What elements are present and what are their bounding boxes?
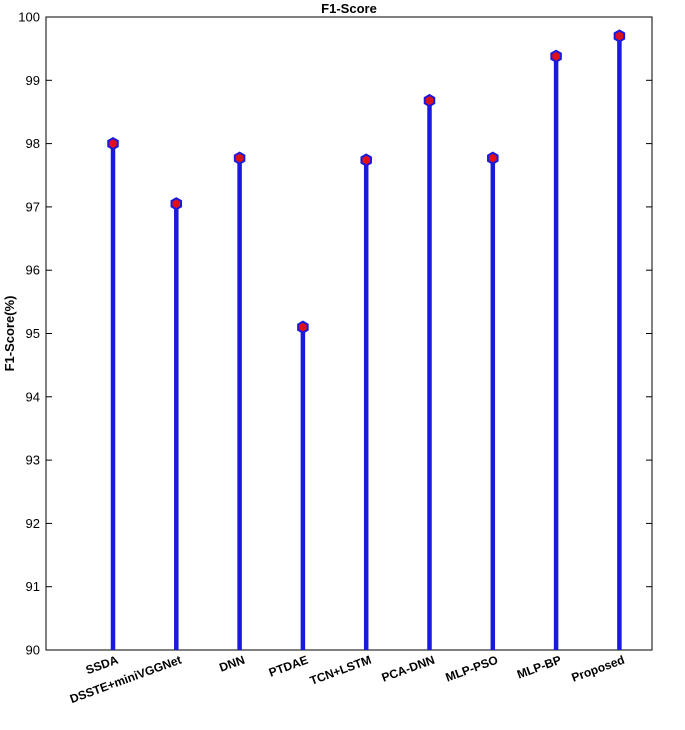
x-tick-label: MLP-PSO	[444, 653, 500, 685]
y-tick-label: 90	[26, 643, 40, 658]
y-tick-label: 92	[26, 516, 40, 531]
y-tick-label: 98	[26, 136, 40, 151]
y-tick-label: 100	[18, 10, 40, 25]
y-tick-label: 93	[26, 453, 40, 468]
x-tick-label: TCN+LSTM	[308, 653, 373, 688]
stem-marker	[550, 49, 562, 63]
x-tick-label: SSDA	[84, 653, 120, 678]
stem-marker	[297, 320, 309, 334]
stems	[107, 29, 626, 650]
y-tick-label: 94	[26, 389, 40, 404]
x-tick-label: PCA-DNN	[380, 653, 437, 685]
stem-marker	[107, 136, 119, 151]
y-axis-title: F1-Score(%)	[2, 296, 17, 372]
x-tick-label: Proposed	[570, 653, 627, 685]
x-tick-label: DSSTE+miniVGGNet	[68, 653, 183, 706]
y-tick-label: 91	[26, 579, 40, 594]
stem-marker	[360, 153, 372, 167]
y-tick-label: 97	[26, 199, 40, 214]
x-tick-label: DNN	[217, 653, 246, 675]
chart-title: F1-Score	[321, 1, 377, 16]
stem-marker	[613, 29, 626, 43]
x-tick-label: PTDAE	[267, 653, 310, 680]
y-tick-label: 96	[26, 263, 40, 278]
x-tick-label: MLP-BP	[515, 653, 563, 682]
plot-frame	[45, 16, 653, 651]
stem-marker	[233, 151, 246, 165]
stem-marker	[170, 197, 183, 211]
stem-marker	[423, 93, 436, 108]
y-tick-label: 95	[26, 326, 40, 341]
y-tick-label: 99	[26, 73, 40, 88]
y-axis: 90 91 92 93 94 95 96 97 98 99 100	[18, 10, 652, 658]
stem-marker	[487, 151, 499, 165]
